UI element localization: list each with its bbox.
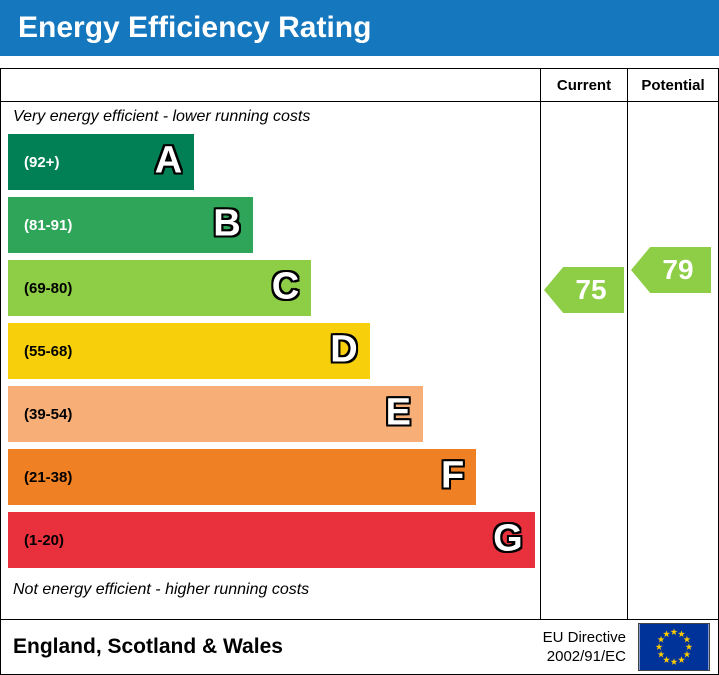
band-letter: E bbox=[385, 391, 411, 434]
band-letter: D bbox=[330, 328, 358, 371]
band-bar-A: (92+) A bbox=[8, 134, 195, 190]
potential-column-header: Potential bbox=[641, 76, 705, 94]
rating-scale: (92+) A (81-91) B (69-80) C (55-68) D (39-54) E (2… bbox=[1, 134, 540, 575]
band-row-D: (55-68) D bbox=[8, 323, 540, 386]
current-value-column: 75 bbox=[541, 102, 628, 619]
band-range-label: (92+) bbox=[24, 153, 60, 171]
band-range-label: (81-91) bbox=[24, 216, 73, 234]
chart-row: Very energy efficient - lower running co… bbox=[1, 102, 718, 620]
potential-rating-value: 79 bbox=[662, 254, 694, 285]
band-row-B: (81-91) B bbox=[8, 197, 540, 260]
current-rating-value: 75 bbox=[575, 274, 607, 305]
current-column-header: Current bbox=[541, 69, 628, 101]
band-row-F: (21-38) F bbox=[8, 449, 540, 512]
page-title: Energy Efficiency Rating bbox=[0, 0, 719, 56]
potential-rating-arrow: 79 bbox=[631, 247, 711, 293]
eu-directive-line1: EU Directive bbox=[542, 628, 626, 646]
top-note: Very energy efficient - lower running co… bbox=[13, 108, 311, 125]
band-row-C: (69-80) C bbox=[8, 260, 540, 323]
band-row-E: (39-54) E bbox=[8, 386, 540, 449]
energy-rating-table: Current Potential Very energy efficient … bbox=[0, 68, 719, 675]
eu-directive-line2: 2002/91/EC bbox=[546, 648, 626, 665]
band-range-label: (21-38) bbox=[24, 468, 73, 486]
band-range-label: (69-80) bbox=[24, 279, 73, 297]
footer-row: England, Scotland & Wales EU Directive 2… bbox=[1, 620, 718, 674]
band-bar-G: (1-20) G bbox=[8, 512, 535, 568]
band-bar-E: (39-54) E bbox=[8, 386, 423, 442]
eu-directive-box: EU Directive 2002/91/EC bbox=[543, 623, 710, 671]
band-bar-C: (69-80) C bbox=[8, 260, 312, 316]
band-letter: G bbox=[493, 517, 523, 560]
bottom-note: Not energy efficient - higher running co… bbox=[13, 581, 310, 598]
table-header-row: Current Potential bbox=[1, 69, 718, 102]
band-letter: F bbox=[440, 454, 465, 497]
band-letter: B bbox=[213, 202, 241, 245]
band-row-G: (1-20) G bbox=[8, 512, 540, 575]
band-bar-D: (55-68) D bbox=[8, 323, 370, 379]
band-range-label: (39-54) bbox=[24, 405, 73, 423]
band-letter: A bbox=[154, 139, 183, 182]
band-bar-B: (81-91) B bbox=[8, 197, 253, 253]
potential-value-column: 79 bbox=[628, 102, 718, 619]
eu-directive-label: EU Directive 2002/91/EC bbox=[543, 628, 626, 667]
header-spacer-cell bbox=[1, 69, 541, 101]
band-row-A: (92+) A bbox=[8, 134, 540, 197]
eu-flag-icon bbox=[638, 623, 710, 671]
rating-scale-column: Very energy efficient - lower running co… bbox=[1, 102, 541, 619]
region-label: England, Scotland & Wales bbox=[13, 635, 283, 658]
current-rating-arrow: 75 bbox=[544, 267, 624, 313]
band-range-label: (1-20) bbox=[24, 531, 65, 549]
band-letter: C bbox=[271, 265, 300, 308]
band-bar-F: (21-38) F bbox=[8, 449, 477, 505]
band-range-label: (55-68) bbox=[24, 342, 73, 360]
